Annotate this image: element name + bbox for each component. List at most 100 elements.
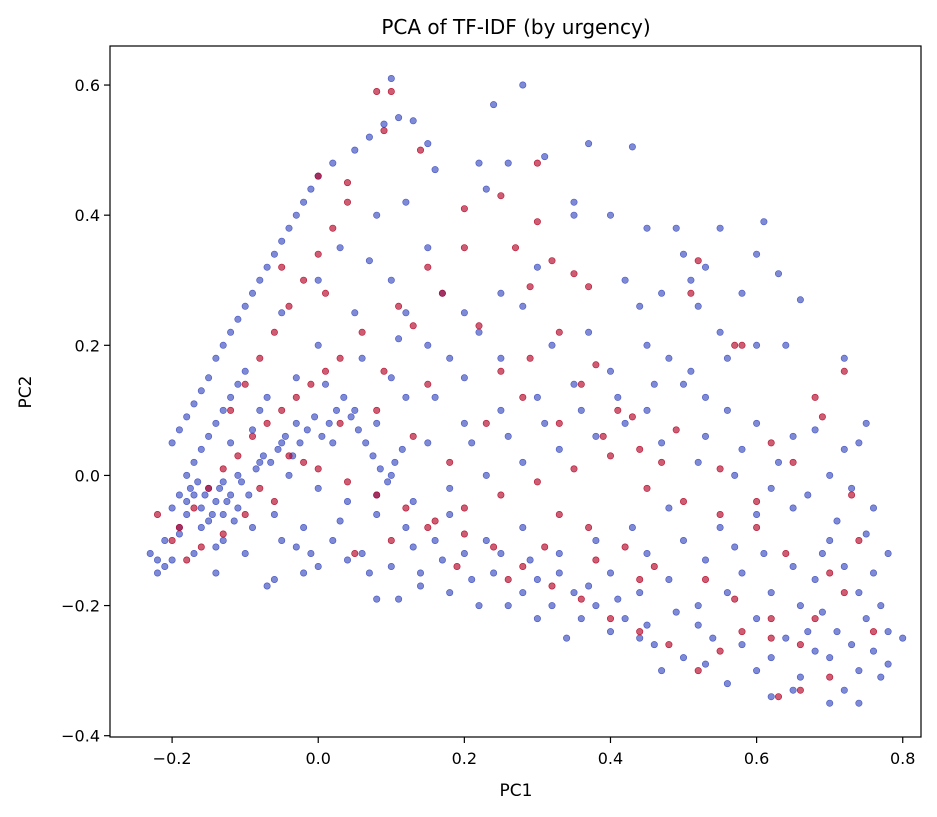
scatter-point <box>818 549 826 557</box>
scatter-point <box>869 569 877 577</box>
scatter-point <box>475 159 483 167</box>
scatter-point <box>205 374 213 382</box>
scatter-point <box>533 263 541 271</box>
scatter-point <box>694 667 702 675</box>
scatter-point <box>643 224 651 232</box>
scatter-point <box>621 276 629 284</box>
scatter-point <box>362 439 370 447</box>
scatter-point <box>774 270 782 278</box>
scatter-point <box>877 602 885 610</box>
scatter-point <box>314 562 322 570</box>
plot-frame <box>109 45 922 738</box>
scatter-point <box>190 458 198 466</box>
scatter-point <box>694 458 702 466</box>
scatter-point <box>263 393 271 401</box>
scatter-point <box>154 510 162 518</box>
scatter-point <box>701 432 709 440</box>
scatter-point <box>826 654 834 662</box>
scatter-point <box>307 185 315 193</box>
scatter-point <box>197 445 205 453</box>
scatter-point <box>504 432 512 440</box>
scatter-point <box>490 543 498 551</box>
scatter-point <box>490 101 498 109</box>
scatter-point <box>548 602 556 610</box>
scatter-point <box>208 510 216 518</box>
scatter-point <box>263 582 271 590</box>
scatter-point <box>877 673 885 681</box>
scatter-point <box>274 445 282 453</box>
scatter-point <box>194 478 202 486</box>
scatter-point <box>402 198 410 206</box>
scatter-point <box>329 439 337 447</box>
scatter-point <box>387 276 395 284</box>
scatter-point <box>482 471 490 479</box>
scatter-point <box>840 589 848 597</box>
scatter-point <box>300 276 308 284</box>
scatter-point <box>292 393 300 401</box>
scatter-point <box>446 510 454 518</box>
scatter-point <box>585 140 593 148</box>
scatter-point <box>256 484 264 492</box>
scatter-point <box>716 523 724 531</box>
scatter-point <box>409 117 417 125</box>
scatter-point <box>311 413 319 421</box>
scatter-point <box>468 575 476 583</box>
scatter-point <box>241 380 249 388</box>
scatter-point <box>219 465 227 473</box>
x-axis-label: PC1 <box>500 781 533 801</box>
scatter-point <box>606 569 614 577</box>
scatter-point <box>606 628 614 636</box>
scatter-point <box>804 491 812 499</box>
scatter-point <box>314 341 322 349</box>
scatter-point <box>227 439 235 447</box>
scatter-point <box>738 628 746 636</box>
scatter-point <box>168 439 176 447</box>
y-tick-label: 0.0 <box>75 466 100 485</box>
scatter-point <box>234 452 242 460</box>
scatter-point <box>387 75 395 83</box>
scatter-point <box>716 328 724 336</box>
scatter-point <box>658 667 666 675</box>
scatter-point <box>270 510 278 518</box>
scatter-point <box>811 426 819 434</box>
scatter-point <box>416 146 424 154</box>
scatter-point <box>336 517 344 525</box>
scatter-point <box>519 393 527 401</box>
scatter-point <box>679 497 687 505</box>
scatter-point <box>402 504 410 512</box>
scatter-point <box>738 289 746 297</box>
scatter-point <box>249 289 257 297</box>
scatter-point <box>811 615 819 623</box>
scatter-point <box>205 517 213 525</box>
scatter-point <box>504 575 512 583</box>
scatter-point <box>475 328 483 336</box>
scatter-point <box>658 439 666 447</box>
scatter-point <box>789 504 797 512</box>
scatter-point <box>387 88 395 96</box>
scatter-point <box>285 471 293 479</box>
scatter-point <box>840 445 848 453</box>
scatter-point <box>497 192 505 200</box>
scatter-point <box>862 419 870 427</box>
scatter-point <box>314 250 322 258</box>
scatter-point <box>497 549 505 557</box>
scatter-point <box>318 432 326 440</box>
scatter-point <box>241 549 249 557</box>
scatter-point <box>687 289 695 297</box>
scatter-point <box>183 497 191 505</box>
scatter-point <box>672 608 680 616</box>
scatter-point <box>238 478 246 486</box>
scatter-point <box>292 543 300 551</box>
scatter-point <box>497 491 505 499</box>
scatter-point <box>679 536 687 544</box>
scatter-point <box>329 159 337 167</box>
scatter-point <box>343 478 351 486</box>
scatter-point <box>241 367 249 375</box>
scatter-point <box>212 543 220 551</box>
scatter-point <box>351 406 359 414</box>
scatter-point <box>519 81 527 89</box>
scatter-point <box>219 478 227 486</box>
scatter-point <box>351 146 359 154</box>
scatter-point <box>460 419 468 427</box>
